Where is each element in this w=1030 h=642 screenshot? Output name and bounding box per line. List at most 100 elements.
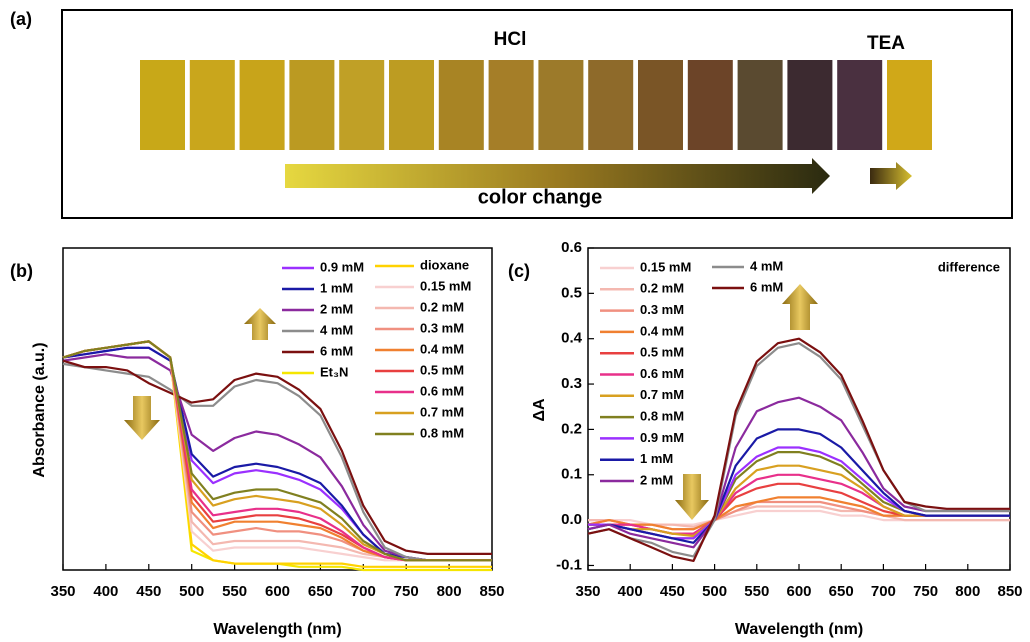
swatch <box>488 60 534 150</box>
swatch <box>189 60 235 150</box>
legend-label: 0.15 mM <box>420 278 471 293</box>
swatch <box>289 60 335 150</box>
x-tick-label: 450 <box>660 583 685 600</box>
swatches <box>140 60 932 150</box>
swatch <box>687 60 733 150</box>
legend-label: 0.3 mM <box>640 302 684 317</box>
swatch <box>140 60 185 150</box>
x-tick-label: 750 <box>394 583 419 600</box>
x-tick-label: 850 <box>997 583 1022 600</box>
series-line <box>588 505 1010 528</box>
legend-label: 0.4 mM <box>420 341 464 356</box>
x-tick-label: 750 <box>913 583 938 600</box>
legend-label: 6 mM <box>750 279 783 294</box>
series-line <box>587 428 1010 544</box>
swatch <box>438 60 484 150</box>
y-tick-label: 0.6 <box>561 239 582 256</box>
legend-label: 0.8 mM <box>640 409 684 424</box>
swatch <box>737 60 783 150</box>
x-tick-label: 400 <box>93 583 118 600</box>
y-axis-label: Absorbance (a.u.) <box>31 342 48 477</box>
down-arrow <box>675 474 709 520</box>
x-tick-label: 550 <box>222 583 247 600</box>
legend-label: 0.6 mM <box>640 366 684 381</box>
swatch <box>538 60 584 150</box>
series-line <box>587 337 1010 562</box>
legend-label: 0.9 mM <box>640 430 684 445</box>
x-tick-label: 500 <box>702 583 727 600</box>
swatch <box>588 60 634 150</box>
legend-label: dioxane <box>420 257 469 272</box>
legend-label: 1 mM <box>640 451 673 466</box>
legend-label: 0.7 mM <box>420 404 464 419</box>
legend-label: 0.5 mM <box>420 362 464 377</box>
y-tick-label: -0.1 <box>556 556 582 573</box>
legend-label: 1 mM <box>320 280 353 295</box>
legend-label: 4 mM <box>320 322 353 337</box>
legend-label: 0.8 mM <box>420 425 464 440</box>
x-tick-label: 350 <box>50 583 75 600</box>
swatch <box>239 60 285 150</box>
color-arrow <box>285 158 830 194</box>
legend-label: Et₃N <box>320 364 348 379</box>
x-tick-label: 600 <box>786 583 811 600</box>
swatch <box>389 60 434 150</box>
x-tick-label: 400 <box>618 583 643 600</box>
x-tick-label: 650 <box>308 583 333 600</box>
caption: color change <box>478 186 602 208</box>
legend-label: 0.3 mM <box>420 320 464 335</box>
legend-label: 0.2 mM <box>420 299 464 314</box>
panel-label: (a) <box>10 9 32 29</box>
tea-arrow <box>870 162 912 190</box>
legend-label: 0.5 mM <box>640 345 684 360</box>
hcl-label: HCl <box>494 29 527 50</box>
x-tick-label: 850 <box>479 583 504 600</box>
x-tick-label: 800 <box>955 583 980 600</box>
y-axis-label: ΔA <box>531 398 548 422</box>
x-tick-label: 700 <box>351 583 376 600</box>
legend-label: 0.4 mM <box>640 323 684 338</box>
legend-label: 0.15 mM <box>640 259 691 274</box>
legend-label: 6 mM <box>320 343 353 358</box>
legend-label: 2 mM <box>640 472 673 487</box>
tea-label: TEA <box>867 33 905 54</box>
x-tick-label: 800 <box>437 583 462 600</box>
legend-label: 0.7 mM <box>640 387 684 402</box>
legend-label: 2 mM <box>320 301 353 316</box>
series-line <box>588 509 1010 526</box>
legend-label: 0.9 mM <box>320 259 364 274</box>
up-arrow <box>244 308 276 340</box>
panel-label: (b) <box>10 261 33 281</box>
x-tick-label: 700 <box>871 583 896 600</box>
series-line <box>62 359 492 555</box>
legend-label: 0.6 mM <box>420 383 464 398</box>
series-line <box>62 346 492 562</box>
up-arrow <box>782 284 818 330</box>
x-tick-label: 450 <box>136 583 161 600</box>
y-tick-label: 0.4 <box>561 330 583 347</box>
annotation: difference <box>938 259 1000 274</box>
legend-label: 4 mM <box>750 258 783 273</box>
x-tick-label: 600 <box>265 583 290 600</box>
swatch <box>837 60 883 150</box>
y-tick-label: 0.1 <box>561 466 582 483</box>
swatch <box>638 60 683 150</box>
panel-a-frame <box>61 9 1013 219</box>
x-tick-label: 350 <box>575 583 600 600</box>
x-axis-label: Wavelength (nm) <box>735 621 863 638</box>
down-arrow <box>124 396 160 440</box>
swatch <box>339 60 385 150</box>
swatch <box>787 60 833 150</box>
panel-label: (c) <box>508 261 530 281</box>
legend-label: 0.2 mM <box>640 281 684 296</box>
x-axis-label: Wavelength (nm) <box>213 621 341 638</box>
series-line <box>62 346 492 562</box>
series-line <box>587 342 1010 558</box>
x-tick-label: 500 <box>179 583 204 600</box>
x-tick-label: 650 <box>829 583 854 600</box>
y-tick-label: 0.2 <box>561 420 582 437</box>
y-tick-label: 0.0 <box>561 511 582 528</box>
series-line <box>62 340 492 562</box>
